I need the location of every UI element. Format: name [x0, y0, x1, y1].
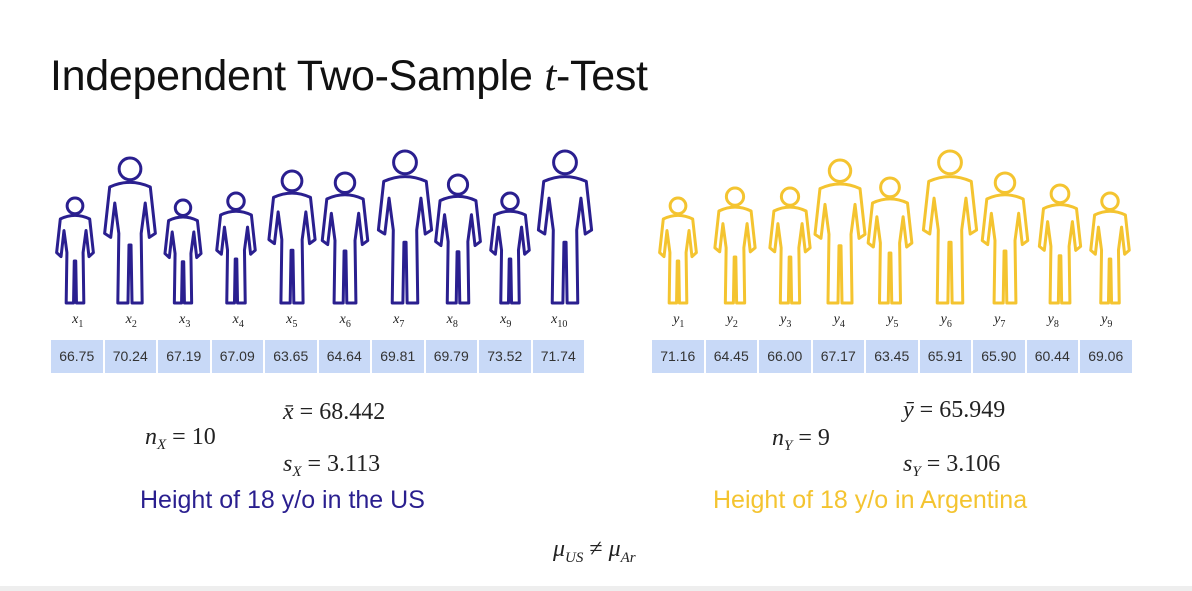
ar-label-5: y5	[887, 312, 899, 330]
ar-person-figure-7	[980, 171, 1030, 305]
ar-value-cell-9: 69.06	[1080, 340, 1134, 373]
ar-sd-value: = 3.106	[920, 451, 1001, 477]
us-n-value: = 10	[166, 424, 216, 450]
ar-label-2: y2	[726, 312, 738, 330]
bottom-divider	[0, 586, 1192, 591]
us-label-9: x9	[500, 312, 512, 330]
us-value-cell-6: 64.64	[318, 340, 372, 373]
mu-ar-sub: Ar	[620, 550, 636, 566]
title-prefix: Independent Two-Sample	[50, 52, 545, 100]
ar-label-1: y1	[673, 312, 685, 330]
ar-value-cell-1: 71.16	[652, 340, 706, 373]
us-n-symbol: n	[145, 424, 157, 450]
us-value-cell-5: 63.65	[265, 340, 319, 373]
ar-label-7: y7	[994, 312, 1006, 330]
mu-us-sub: US	[565, 550, 584, 566]
ar-value-cell-7: 65.90	[973, 340, 1027, 373]
ar-person-figure-8	[1037, 183, 1083, 305]
ar-value-cell-6: 65.91	[919, 340, 973, 373]
us-value-cell-9: 73.52	[479, 340, 533, 373]
us-person-figure-2	[103, 156, 157, 305]
us-mean: x̄ = 68.442	[283, 399, 385, 426]
us-value-cell-3: 67.19	[158, 340, 212, 373]
us-sd-symbol: s	[283, 451, 293, 477]
us-person-figure-8	[434, 173, 482, 305]
us-person-figure-7	[376, 149, 434, 305]
us-label-8: x8	[446, 312, 458, 330]
not-equal-sign: ≠	[583, 536, 609, 562]
us-caption: Height of 18 y/o in the US	[140, 486, 425, 514]
us-label-4: x4	[232, 312, 244, 330]
us-person-figure-9	[489, 191, 531, 305]
mu-us-symbol: μ	[553, 536, 566, 562]
us-n-sub: X	[157, 437, 167, 453]
us-label-1: x1	[72, 312, 84, 330]
us-person-figure-4	[215, 191, 257, 305]
us-value-cell-8: 69.79	[425, 340, 479, 373]
ar-person-figure-5	[866, 176, 914, 305]
us-label-2: x2	[125, 312, 137, 330]
us-value-cell-1: 66.75	[51, 340, 105, 373]
us-person-figure-6	[320, 171, 370, 305]
ar-person-figure-4	[813, 158, 867, 305]
ar-sample-labels: y1 y2 y3 y4 y5 y6 y7 y8 y9	[652, 312, 1134, 330]
us-people-silhouettes	[55, 149, 1131, 305]
mu-ar-symbol: μ	[608, 536, 621, 562]
ar-value-cell-4: 67.17	[812, 340, 866, 373]
us-person-figure-1	[55, 196, 95, 305]
us-label-7: x7	[393, 312, 405, 330]
slide-title: Independent Two-Sample t-Test	[50, 52, 648, 101]
ar-n-value: = 9	[792, 425, 830, 451]
us-sd-sub: X	[292, 464, 302, 480]
us-label-10: x10	[551, 312, 568, 330]
title-suffix: -Test	[555, 52, 648, 100]
ar-person-figure-6	[921, 149, 979, 305]
us-mean-symbol: x̄	[283, 399, 294, 425]
ar-value-cell-2: 64.45	[705, 340, 759, 373]
us-sd-value: = 3.113	[301, 451, 381, 477]
ar-value-cell-8: 60.44	[1026, 340, 1080, 373]
us-person-figure-5	[267, 169, 317, 305]
us-sample-labels: x1 x2 x3 x4 x5 x6 x7 x8 x9 x10	[51, 312, 586, 330]
ar-n-sub: Y	[784, 438, 793, 454]
ar-value-cell-3: 66.00	[759, 340, 813, 373]
us-sd: sX = 3.113	[283, 451, 380, 481]
ar-label-4: y4	[833, 312, 845, 330]
ar-sd-sub: Y	[912, 464, 921, 480]
ar-sample-size: nY = 9	[772, 425, 830, 455]
us-label-6: x6	[339, 312, 351, 330]
ar-value-cell-5: 63.45	[866, 340, 920, 373]
ar-sample-values: 71.16 64.45 66.00 67.17 63.45 65.91 65.90 60.44…	[652, 340, 1134, 373]
ar-label-3: y3	[780, 312, 792, 330]
ar-mean-value: = 65.949	[913, 397, 1006, 423]
us-mean-value: = 68.442	[293, 399, 386, 425]
title-t-variable: t	[544, 53, 556, 100]
ar-person-figure-3	[768, 186, 812, 305]
ar-label-6: y6	[940, 312, 952, 330]
ar-label-9: y9	[1101, 312, 1113, 330]
us-value-cell-2: 70.24	[104, 340, 158, 373]
ar-person-figure-9	[1089, 191, 1131, 305]
ar-mean-symbol: ȳ	[903, 397, 914, 423]
ar-sd: sY = 3.106	[903, 451, 1000, 481]
hypothesis-statement: μUS ≠ μAr	[553, 536, 636, 567]
ar-sd-symbol: s	[903, 451, 913, 477]
us-label-5: x5	[286, 312, 298, 330]
ar-caption: Height of 18 y/o in Argentina	[713, 486, 1028, 514]
ar-mean: ȳ = 65.949	[903, 397, 1005, 424]
us-value-cell-7: 69.81	[372, 340, 426, 373]
us-person-figure-10	[536, 149, 594, 305]
us-person-figure-3	[163, 198, 203, 305]
ar-label-8: y8	[1047, 312, 1059, 330]
us-sample-size: nX = 10	[145, 424, 216, 454]
us-sample-values: 66.75 70.24 67.19 67.09 63.65 64.64 69.81 69.79…	[51, 340, 586, 373]
ar-person-figure-1	[658, 196, 698, 305]
us-value-cell-4: 67.09	[211, 340, 265, 373]
ar-person-figure-2	[713, 186, 757, 305]
ar-n-symbol: n	[772, 425, 784, 451]
us-value-cell-10: 71.74	[532, 340, 586, 373]
us-label-3: x3	[179, 312, 191, 330]
